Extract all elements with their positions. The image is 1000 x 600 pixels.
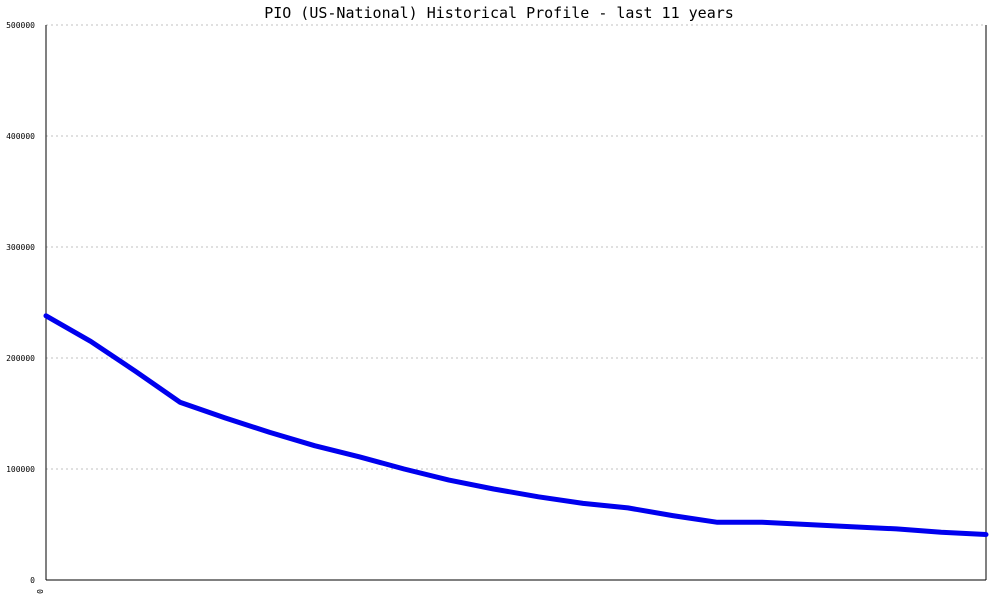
axes (45, 25, 987, 581)
chart-title: PIO (US-National) Historical Profile - l… (264, 4, 734, 22)
y-tick-label: 400000 (6, 132, 35, 141)
y-tick-label: 300000 (6, 243, 35, 252)
y-tick-label: 500000 (6, 21, 35, 30)
y-tick-label: 200000 (6, 354, 35, 363)
y-tick-label: 0 (30, 576, 35, 585)
series (43, 313, 989, 537)
y-axis-ticks: 0 100000 200000 300000 400000 500000 (6, 21, 35, 585)
x-axis-ticks: 0 (36, 589, 45, 594)
series-line (43, 313, 989, 537)
x-tick-label: 0 (36, 589, 45, 594)
y-tick-label: 100000 (6, 465, 35, 474)
grid-lines (46, 24, 986, 470)
